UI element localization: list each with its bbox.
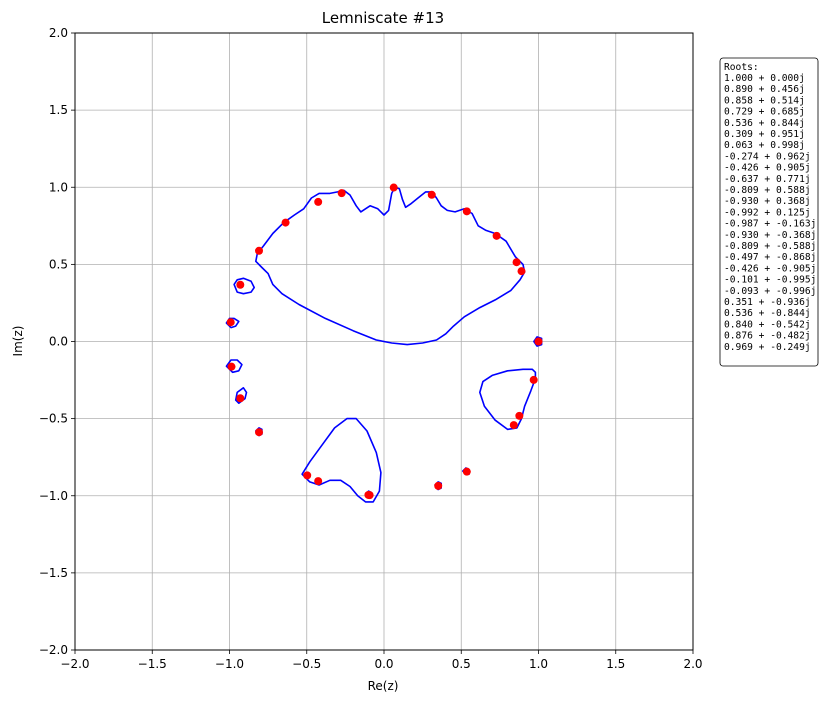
root-point bbox=[314, 477, 323, 486]
root-label: 0.351 + -0.936j bbox=[724, 297, 811, 308]
y-tick-label: −0.5 bbox=[39, 412, 68, 426]
root-label: 0.890 + 0.456j bbox=[724, 84, 805, 95]
root-label: -0.497 + -0.868j bbox=[724, 252, 816, 263]
root-point bbox=[227, 362, 236, 371]
root-label: -0.101 + -0.995j bbox=[724, 275, 816, 286]
y-tick-label: 1.5 bbox=[49, 103, 68, 117]
x-axis-label: Re(z) bbox=[368, 679, 399, 693]
root-label: -0.987 + -0.163j bbox=[724, 219, 816, 230]
x-tick-label: −2.0 bbox=[60, 657, 89, 671]
root-point bbox=[534, 337, 543, 346]
x-tick-label: 0.0 bbox=[374, 657, 393, 671]
root-point bbox=[314, 197, 323, 206]
y-tick-label: −1.0 bbox=[39, 489, 68, 503]
root-label: -0.426 + -0.905j bbox=[724, 263, 816, 274]
y-axis-label: Im(z) bbox=[11, 326, 25, 357]
lemniscate-curve bbox=[234, 387, 248, 404]
root-point bbox=[529, 375, 538, 384]
y-tick-label: 0.0 bbox=[49, 335, 68, 349]
x-tick-label: 0.5 bbox=[452, 657, 471, 671]
root-label: 0.858 + 0.514j bbox=[724, 95, 805, 106]
root-label: -0.426 + 0.905j bbox=[724, 163, 811, 174]
root-point bbox=[255, 246, 264, 255]
root-label: 0.536 + -0.844j bbox=[724, 308, 811, 319]
root-label: -0.930 + -0.368j bbox=[724, 230, 816, 241]
root-label: 0.876 + -0.482j bbox=[724, 331, 811, 342]
root-point bbox=[303, 471, 312, 480]
root-point bbox=[462, 467, 471, 476]
root-label: -0.809 + -0.588j bbox=[724, 241, 816, 252]
root-point bbox=[255, 428, 264, 437]
root-point bbox=[517, 267, 526, 276]
root-label: 0.729 + 0.685j bbox=[724, 107, 805, 118]
y-tick-label: −2.0 bbox=[39, 643, 68, 657]
axis-ticks: −2.0 −1.5 −1.0 −0.5 0.0 0.5 1.0 1.5 2.0 −2.0 −1.5 −… bbox=[39, 26, 703, 671]
root-point bbox=[512, 258, 521, 267]
root-point bbox=[365, 491, 374, 500]
x-tick-label: −1.5 bbox=[138, 657, 167, 671]
root-point bbox=[515, 411, 524, 420]
roots-heading: Roots: bbox=[724, 62, 759, 73]
lemniscate-curve bbox=[301, 417, 382, 503]
root-label: 0.309 + 0.951j bbox=[724, 129, 805, 140]
x-tick-label: 1.0 bbox=[529, 657, 548, 671]
y-tick-label: 0.5 bbox=[49, 257, 68, 271]
root-label: -0.093 + -0.996j bbox=[724, 286, 816, 297]
root-point bbox=[434, 481, 443, 490]
roots-legend-frame bbox=[719, 57, 819, 367]
root-points bbox=[226, 183, 543, 500]
root-label: 0.969 + -0.249j bbox=[724, 342, 811, 353]
root-point bbox=[236, 280, 245, 289]
chart-title: Lemniscate #13 bbox=[322, 9, 444, 27]
lemniscate-curve bbox=[479, 368, 537, 431]
root-point bbox=[236, 394, 245, 403]
root-point bbox=[337, 189, 346, 198]
root-label: 1.000 + 0.000j bbox=[724, 73, 805, 84]
x-tick-label: 1.5 bbox=[606, 657, 625, 671]
root-label: -0.809 + 0.588j bbox=[724, 185, 811, 196]
root-point bbox=[509, 421, 518, 430]
root-point bbox=[281, 218, 290, 227]
y-tick-label: −1.5 bbox=[39, 566, 68, 580]
lemniscate-curve bbox=[225, 317, 240, 329]
root-label: -0.930 + 0.368j bbox=[724, 196, 811, 207]
y-tick-label: 2.0 bbox=[49, 26, 68, 40]
root-label: 0.536 + 0.844j bbox=[724, 118, 805, 129]
root-label: 0.063 + 0.998j bbox=[724, 140, 805, 151]
x-tick-label: 2.0 bbox=[683, 657, 702, 671]
root-point bbox=[389, 183, 398, 192]
x-tick-label: −1.0 bbox=[215, 657, 244, 671]
lemniscate-curve bbox=[233, 277, 255, 295]
lemniscate-curve bbox=[225, 359, 243, 374]
y-tick-label: 1.0 bbox=[49, 180, 68, 194]
root-label: 0.840 + -0.542j bbox=[724, 319, 811, 330]
root-point bbox=[492, 231, 501, 240]
root-point bbox=[226, 318, 235, 327]
lemniscate-curve bbox=[255, 186, 526, 346]
x-tick-label: −0.5 bbox=[292, 657, 321, 671]
root-label: -0.637 + 0.771j bbox=[724, 174, 811, 185]
root-label: -0.992 + 0.125j bbox=[724, 207, 811, 218]
root-point bbox=[427, 190, 436, 199]
root-point bbox=[462, 207, 471, 216]
root-label: -0.274 + 0.962j bbox=[724, 151, 811, 162]
